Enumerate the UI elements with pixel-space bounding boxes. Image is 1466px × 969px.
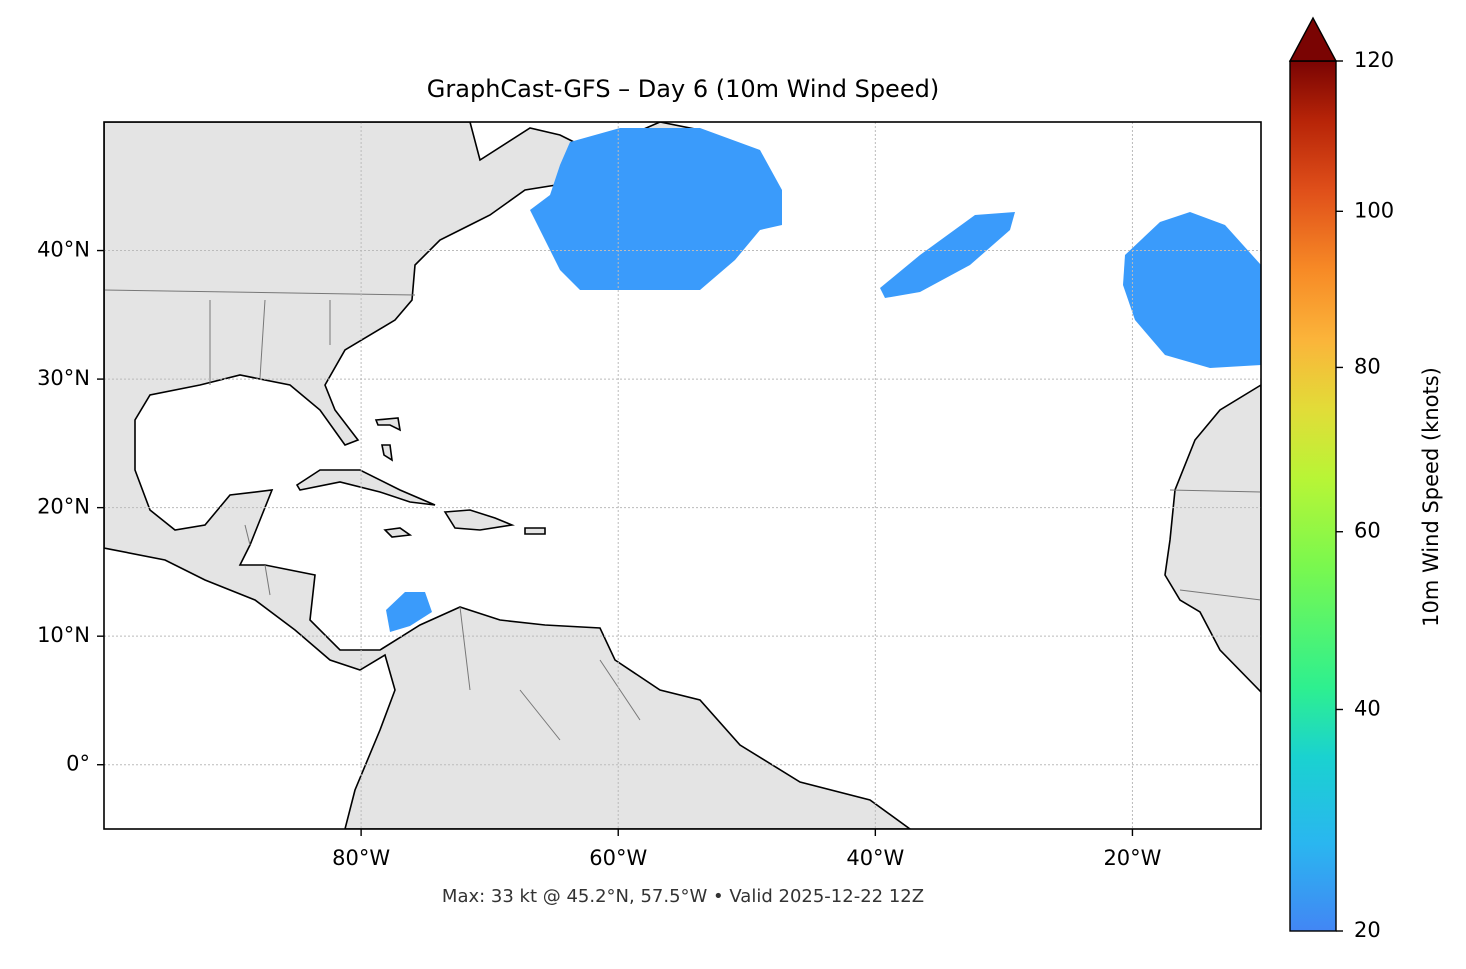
map-frame (103, 121, 1262, 830)
americas (104, 122, 912, 829)
colorbar-tick-label: 80 (1354, 354, 1381, 378)
colorbar (1289, 60, 1337, 932)
wind-field (386, 592, 432, 632)
hispaniola (443, 509, 515, 531)
colorbar-label: 10m Wind Speed (knots) (1419, 367, 1443, 627)
bahamas (374, 417, 402, 462)
axes: 80°W 60°W 40°W 20°W 0° 10°N 20°N 30°N 40°N (37, 122, 1261, 870)
x-tick-label: 80°W (332, 846, 390, 870)
country-borders (104, 289, 1261, 741)
colorbar-tick-label: 120 (1354, 48, 1394, 72)
x-tick-label: 60°W (589, 846, 647, 870)
colorbar-tick-label: 20 (1354, 918, 1381, 942)
annotation: Max: 33 kt @ 45.2°N, 57.5°W • Valid 2025… (442, 886, 924, 907)
x-tick-label: 40°W (846, 846, 904, 870)
y-tick-label: 30°N (37, 366, 90, 390)
africa (1164, 384, 1261, 694)
y-tick-label: 40°N (37, 238, 90, 262)
jamaica (383, 527, 413, 538)
colorbar-tick-label: 100 (1354, 198, 1394, 222)
wind-field (880, 212, 1015, 298)
wind-field (530, 128, 782, 290)
chart-title: GraphCast-GFS – Day 6 (10m Wind Speed) (427, 75, 939, 103)
wind-field (1123, 212, 1261, 368)
y-tick-label: 10°N (37, 623, 90, 647)
colorbar-tick-label: 60 (1354, 519, 1381, 543)
y-tick-label: 0° (66, 752, 90, 776)
x-tick-label: 20°W (1103, 846, 1161, 870)
colorbar-tick-label: 40 (1354, 696, 1381, 720)
puerto-rico (524, 527, 546, 535)
map (104, 122, 1261, 829)
cuba (295, 469, 436, 506)
y-tick-label: 20°N (37, 495, 90, 519)
colorbar-extend (1288, 16, 1338, 62)
